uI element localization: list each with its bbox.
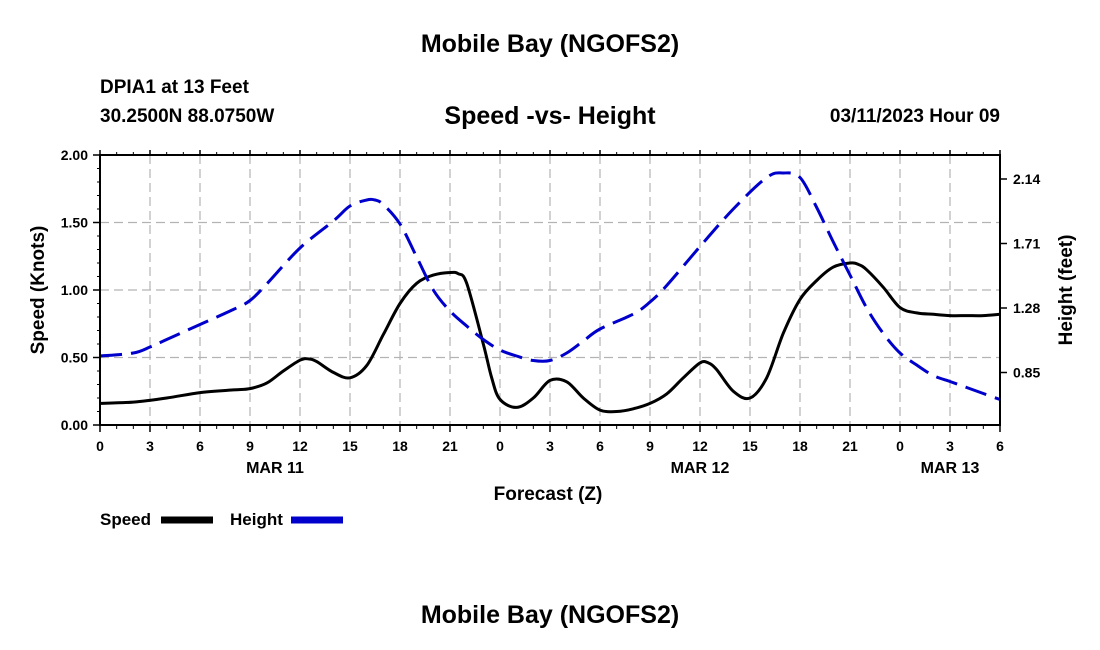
x-tick-label: 18 [792, 438, 808, 454]
y-tick-label: 1.00 [61, 282, 88, 298]
y2-tick-label: 1.28 [1013, 300, 1040, 316]
x-tick-label: 6 [596, 438, 604, 454]
x-tick-label: 0 [96, 438, 104, 454]
x-tick-label: 3 [546, 438, 554, 454]
y-tick-label: 1.50 [61, 215, 88, 231]
page-title: Mobile Bay (NGOFS2) [420, 30, 680, 58]
y-tick-label: 0.50 [61, 350, 88, 366]
y-tick-label: 0.00 [61, 417, 88, 433]
x-tick-label: 12 [292, 438, 308, 454]
series-line-height [99, 171, 1001, 401]
x-tick-label: 9 [246, 438, 254, 454]
x-tick-label: 3 [946, 438, 954, 454]
date-label: MAR 13 [921, 460, 980, 477]
forecast-timestamp: 03/11/2023 Hour 09 [829, 106, 1000, 127]
y2-tick-label: 1.71 [1013, 236, 1040, 252]
x-tick-label: 0 [496, 438, 504, 454]
series-layer [99, 171, 1001, 414]
y2-tick-label: 0.85 [1013, 365, 1040, 381]
x-tick-label: 12 [692, 438, 708, 454]
x-axis-label: Forecast (Z) [494, 484, 603, 505]
chart-title: Speed -vs- Height [444, 102, 656, 130]
axis-ticks: 0 3 6 9 12 15 18 21 0 3 6 9 12 15 18 21 0 3 6 MAR 11 MAR 12 M… [61, 147, 1041, 477]
date-label: MAR 12 [671, 460, 730, 477]
y-axis-label: Speed (Knots) [28, 226, 49, 355]
series-line-speed [99, 261, 1001, 414]
x-tick-label: 18 [392, 438, 408, 454]
legend-speed-label: Speed [100, 510, 151, 529]
x-tick-label: 9 [646, 438, 654, 454]
date-label: MAR 11 [246, 460, 304, 477]
y-tick-label: 2.00 [61, 147, 88, 163]
x-tick-label: 3 [146, 438, 154, 454]
y2-axis-label: Height (feet) [1056, 235, 1077, 346]
page-title-bottom: Mobile Bay (NGOFS2) [420, 601, 680, 629]
station-label: DPIA1 at 13 Feet [100, 77, 249, 98]
legend-height-label: Height [230, 510, 283, 529]
x-tick-label: 0 [896, 438, 904, 454]
x-tick-label: 21 [442, 438, 458, 454]
legend: Speed Height [100, 510, 343, 529]
x-tick-label: 6 [996, 438, 1004, 454]
station-coordinates: 30.2500N 88.0750W [100, 106, 275, 127]
x-tick-label: 21 [842, 438, 858, 454]
x-tick-label: 6 [196, 438, 204, 454]
y2-tick-label: 2.14 [1013, 171, 1040, 187]
x-tick-label: 15 [342, 438, 358, 454]
x-tick-label: 15 [742, 438, 758, 454]
grid-lines [100, 155, 1000, 425]
